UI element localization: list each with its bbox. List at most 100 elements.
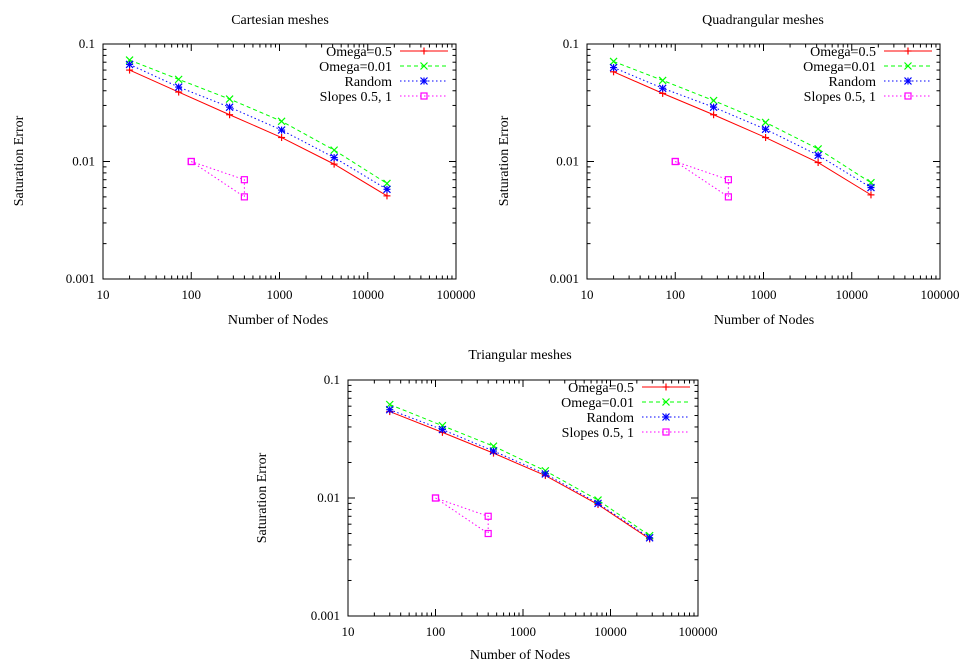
- series-line: [129, 69, 388, 197]
- legend-marker: [904, 77, 912, 85]
- y-tick-label: 0.1: [563, 36, 579, 51]
- series-line: [674, 161, 729, 198]
- chart-plot: 10 100 1000 10000 100000 0.001 0.01 0.1 Omega=0.…: [550, 36, 960, 302]
- data-point: [383, 185, 391, 194]
- data-point: [277, 117, 286, 126]
- data-point: [762, 134, 770, 142]
- data-point: [609, 57, 618, 66]
- data-point: [330, 153, 339, 162]
- x-axis-label: Number of Nodes: [469, 648, 571, 663]
- data-point: [710, 111, 718, 119]
- y-axis-label: Saturation Error: [12, 115, 27, 207]
- chart-title: Triangular meshes: [468, 348, 572, 363]
- y-axis-label: Saturation Error: [255, 452, 270, 544]
- chart-title: Quadrangular meshes: [702, 13, 824, 28]
- series-random: [609, 63, 875, 192]
- x-axis-label: Number of Nodes: [227, 313, 329, 328]
- data-point: [671, 157, 679, 166]
- legend-label: Random: [345, 75, 393, 90]
- x-tick-label: 100: [182, 287, 202, 302]
- x-tick-label: 10000: [836, 287, 869, 302]
- data-point: [867, 183, 875, 192]
- series-omega-0-5: [610, 68, 875, 199]
- legend-marker: [904, 47, 912, 55]
- data-point: [724, 193, 732, 201]
- data-point: [761, 118, 770, 127]
- data-point: [761, 125, 770, 134]
- legend-marker: [420, 92, 428, 100]
- data-point: [814, 159, 822, 167]
- series-line: [613, 67, 872, 188]
- plot-frame: [102, 43, 457, 280]
- y-tick-label: 0.1: [324, 372, 340, 387]
- data-point: [609, 63, 618, 72]
- data-point: [174, 83, 183, 91]
- series-line: [129, 59, 388, 184]
- data-point: [709, 103, 718, 112]
- series-random: [385, 405, 654, 542]
- data-point: [240, 193, 248, 201]
- x-tick-label: 10: [97, 287, 110, 302]
- x-tick-label: 10: [342, 624, 355, 639]
- plot-frame: [586, 43, 941, 280]
- chart-plot: 10 100 1000 10000 100000 0.001 0.01 0.1 Omega=0.…: [66, 36, 476, 302]
- legend-marker: [662, 398, 670, 406]
- y-tick-label: 0.001: [66, 271, 95, 286]
- legend-label: Omega=0.5: [326, 45, 392, 60]
- chart-plot: 10 100 1000 10000 100000 0.001 0.01 0.1 Omega=0.…: [311, 372, 718, 639]
- data-point: [658, 84, 667, 93]
- series-line: [613, 71, 872, 196]
- data-point: [814, 151, 823, 160]
- y-axis-label: Saturation Error: [497, 115, 512, 207]
- legend-label: Omega=0.01: [803, 60, 876, 75]
- data-point: [541, 469, 550, 478]
- series-line: [613, 61, 872, 184]
- legend-label: Omega=0.01: [319, 60, 392, 75]
- x-tick-label: 100000: [679, 624, 718, 639]
- legend-label: Random: [829, 75, 877, 90]
- data-point: [438, 425, 447, 434]
- data-point: [489, 447, 498, 455]
- x-tick-label: 10000: [352, 287, 385, 302]
- series-line: [190, 161, 245, 198]
- y-tick-label: 0.001: [550, 271, 579, 286]
- legend-label: Random: [587, 411, 635, 426]
- data-point: [278, 134, 286, 142]
- x-tick-label: 100000: [437, 287, 476, 302]
- data-point: [431, 494, 440, 502]
- data-point: [709, 96, 718, 105]
- x-tick-label: 100: [426, 624, 446, 639]
- series-line: [435, 497, 489, 535]
- y-tick-label: 0.001: [311, 608, 340, 623]
- legend-marker: [420, 47, 428, 55]
- legend-label: Slopes 0.5, 1: [804, 90, 876, 105]
- data-point: [658, 76, 667, 85]
- chart-panel-cartesian: Cartesian meshes Saturation Error Number…: [0, 0, 484, 335]
- series-slopes-0-5-1: [431, 494, 492, 538]
- series-line: [389, 404, 650, 537]
- series-line: [389, 411, 650, 540]
- x-tick-label: 1000: [267, 287, 293, 302]
- x-tick-label: 100000: [921, 287, 960, 302]
- legend-label: Slopes 0.5, 1: [562, 426, 634, 441]
- data-point: [645, 533, 654, 542]
- legend-marker: [662, 413, 670, 421]
- x-tick-label: 1000: [751, 287, 777, 302]
- series-slopes-0-5-1: [187, 157, 248, 201]
- legend-marker: [662, 428, 670, 436]
- y-tick-label: 0.01: [317, 490, 340, 505]
- data-point: [277, 126, 286, 135]
- series-line: [129, 63, 388, 190]
- data-point: [383, 179, 391, 188]
- x-tick-label: 1000: [510, 624, 536, 639]
- x-axis-label: Number of Nodes: [713, 313, 815, 328]
- y-tick-label: 0.01: [556, 154, 579, 169]
- legend-label: Omega=0.5: [568, 381, 634, 396]
- data-point: [330, 160, 338, 168]
- legend-marker: [904, 62, 912, 70]
- x-tick-label: 100: [666, 287, 686, 302]
- data-point: [484, 529, 492, 538]
- data-point: [594, 499, 602, 508]
